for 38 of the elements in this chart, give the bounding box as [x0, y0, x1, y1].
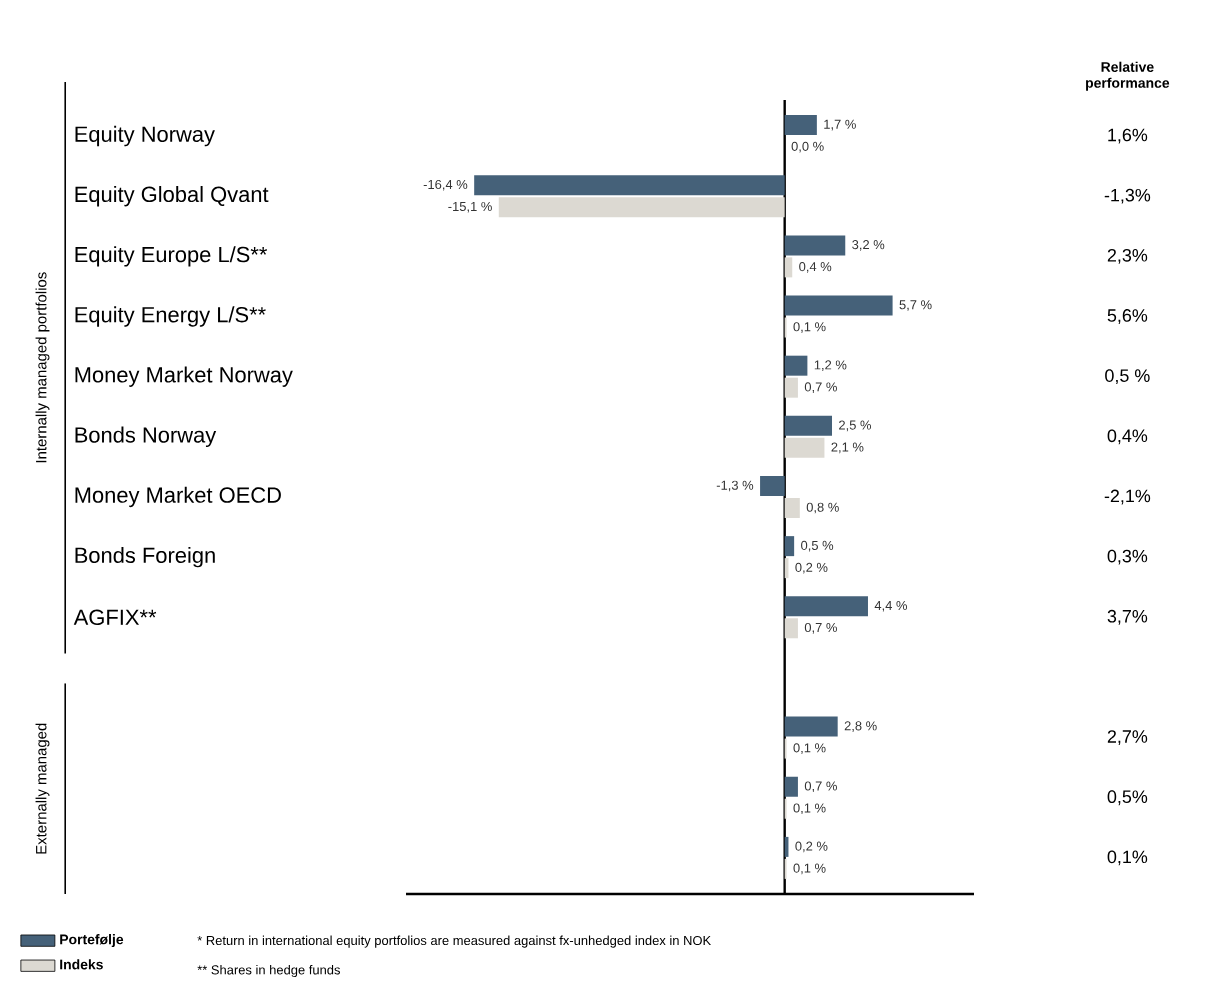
y-tick-label: Money Market Norway — [75, 366, 293, 387]
bar — [784, 437, 825, 458]
bar — [784, 536, 795, 557]
text: -2,1% — [1104, 489, 1151, 505]
text: 2,7% — [1107, 730, 1148, 745]
bar — [784, 257, 793, 278]
bar — [784, 716, 838, 737]
bar — [784, 776, 798, 797]
bar — [784, 618, 798, 639]
text: 0,1% — [1107, 850, 1148, 866]
y-tick-label: Equity Norway — [75, 125, 215, 147]
text: 0,3% — [1107, 549, 1148, 565]
bar — [784, 295, 893, 316]
bar — [784, 235, 846, 256]
text: 0,5% — [1107, 790, 1148, 806]
bar — [474, 175, 785, 196]
y-tick-label: Equity Global Qvant — [75, 186, 269, 207]
text: 0,5 % — [1105, 369, 1150, 385]
text: 0,4% — [1107, 429, 1148, 445]
bar — [784, 497, 800, 518]
bar — [784, 596, 868, 617]
y-tick-label: AGFIX** — [73, 609, 157, 626]
y-tick-label: Bonds Foreign — [75, 546, 215, 568]
bar — [784, 415, 833, 436]
bar — [760, 475, 785, 496]
text: 5,6% — [1107, 309, 1148, 324]
y-tick-label: Bonds Norway — [75, 426, 217, 448]
bar — [784, 115, 817, 136]
y-tick-label: Equity Europe L/S** — [75, 246, 268, 267]
bar — [784, 377, 798, 398]
bar — [498, 197, 785, 218]
text: 2,3% — [1107, 248, 1148, 264]
text: 3,7% — [1107, 609, 1148, 625]
bar — [784, 355, 808, 376]
y-tick-label: Equity Energy L/S** — [75, 306, 266, 327]
y-tick-label: Money Market OECD — [75, 486, 281, 508]
text: 1,6% — [1108, 128, 1148, 144]
text: -1,3% — [1104, 188, 1151, 204]
